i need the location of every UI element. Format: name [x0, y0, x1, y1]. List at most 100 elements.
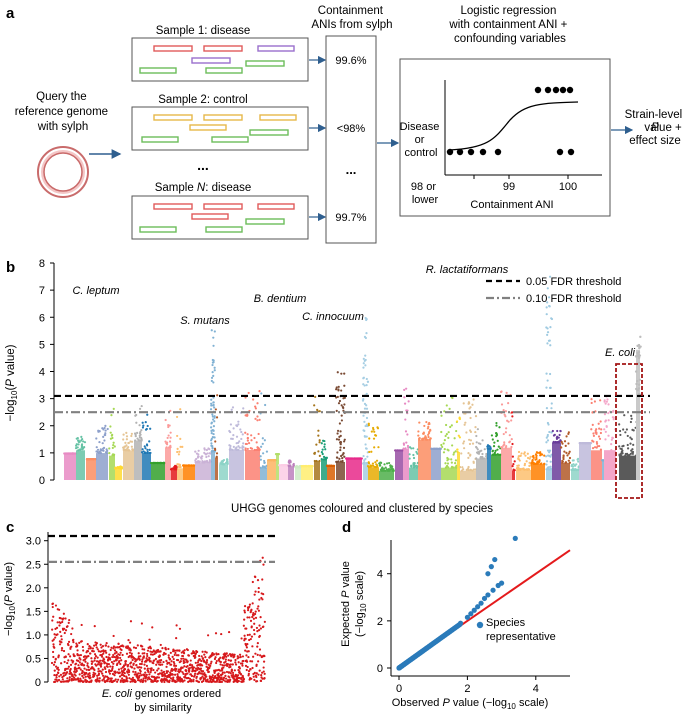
- c-point: [117, 642, 120, 645]
- c-point: [258, 669, 261, 672]
- b-point: [591, 423, 594, 426]
- b-point: [138, 407, 142, 410]
- b-point: [607, 434, 610, 437]
- b-point: [305, 465, 308, 468]
- c-point: [224, 658, 227, 661]
- c-point: [262, 660, 266, 663]
- c-point: [88, 672, 91, 675]
- c-point: [107, 645, 110, 648]
- b-point: [100, 449, 103, 452]
- b-point: [335, 388, 338, 391]
- b-point: [547, 466, 550, 469]
- c-point: [250, 635, 254, 638]
- c-point: [256, 630, 259, 633]
- c-point: [57, 671, 60, 675]
- c-point: [145, 664, 149, 667]
- b-point: [184, 464, 188, 467]
- b-point: [405, 441, 408, 444]
- c-point: [263, 654, 266, 658]
- b-point: [591, 447, 595, 450]
- b-point: [446, 462, 450, 465]
- b-point: [545, 407, 549, 410]
- c-point: [114, 646, 117, 649]
- b-point: [262, 452, 265, 455]
- b-point: [137, 439, 140, 442]
- b-point: [260, 392, 263, 395]
- b-point: [201, 460, 204, 463]
- b-point: [212, 336, 215, 339]
- b-point: [639, 345, 642, 348]
- c-point: [175, 624, 178, 627]
- b-point: [179, 437, 182, 440]
- c-point: [172, 676, 175, 679]
- c-point: [175, 667, 178, 671]
- b-point: [412, 447, 415, 450]
- c-point: [52, 638, 55, 641]
- c-point: [98, 677, 101, 680]
- c-point: [60, 649, 63, 652]
- b-point: [259, 455, 262, 458]
- c-point: [168, 658, 172, 661]
- b-ecoli-point: [630, 417, 633, 420]
- c-point: [105, 655, 108, 659]
- b-point: [532, 456, 535, 459]
- c-point: [194, 661, 197, 664]
- c-point: [56, 680, 59, 683]
- c-point: [252, 611, 255, 615]
- c-point: [139, 670, 142, 673]
- c-point: [217, 652, 220, 656]
- b-point: [139, 430, 142, 434]
- b-point: [320, 458, 323, 461]
- b-point: [231, 437, 234, 441]
- b-point: [365, 332, 368, 335]
- c-point: [112, 645, 116, 648]
- b-point: [526, 452, 529, 455]
- b-point: [469, 468, 472, 472]
- c-point: [186, 672, 189, 675]
- c-point: [87, 647, 90, 650]
- c-point: [66, 661, 69, 665]
- b-point: [493, 441, 496, 444]
- b-point: [370, 430, 373, 433]
- c-point: [55, 676, 58, 679]
- b-point: [338, 457, 341, 460]
- panel-b-label: b: [6, 259, 15, 276]
- b-species-cluster: [183, 465, 195, 480]
- c-point: [74, 662, 78, 665]
- sample-n-title: Sample N: disease: [155, 182, 252, 194]
- b-point: [408, 457, 411, 460]
- b-point: [562, 454, 565, 458]
- b-point: [213, 416, 216, 419]
- b-point: [413, 463, 416, 467]
- b-point: [590, 428, 593, 431]
- b-point: [263, 439, 266, 442]
- b-ecoli-cluster: [619, 455, 639, 480]
- c-point: [201, 657, 205, 660]
- b-point: [410, 447, 413, 450]
- c-point: [88, 674, 91, 677]
- c-point: [159, 661, 162, 664]
- b-point: [110, 414, 113, 417]
- b-point: [517, 455, 520, 458]
- b-point: [364, 443, 367, 446]
- b-species-cluster: [546, 469, 552, 480]
- b-point: [374, 434, 377, 437]
- c-point: [89, 647, 92, 650]
- legend-label: Species representative: [486, 617, 556, 643]
- b-point: [407, 400, 410, 403]
- sample-2-title: Sample 2: control: [158, 94, 248, 106]
- b-point: [448, 407, 451, 411]
- c-point: [102, 652, 105, 655]
- b-point: [518, 467, 522, 471]
- b-point: [511, 464, 514, 468]
- b-point: [455, 420, 459, 423]
- b-point: [210, 442, 213, 445]
- b-point: [474, 430, 477, 434]
- b-point: [610, 438, 613, 441]
- b-point: [445, 464, 449, 468]
- b-point: [258, 418, 261, 421]
- panel-b-legend: 0.05 FDR threshold 0.10 FDR threshold: [486, 276, 621, 305]
- b-point: [568, 450, 571, 453]
- b-point: [546, 433, 549, 437]
- c-ytick-label: 0: [35, 677, 41, 689]
